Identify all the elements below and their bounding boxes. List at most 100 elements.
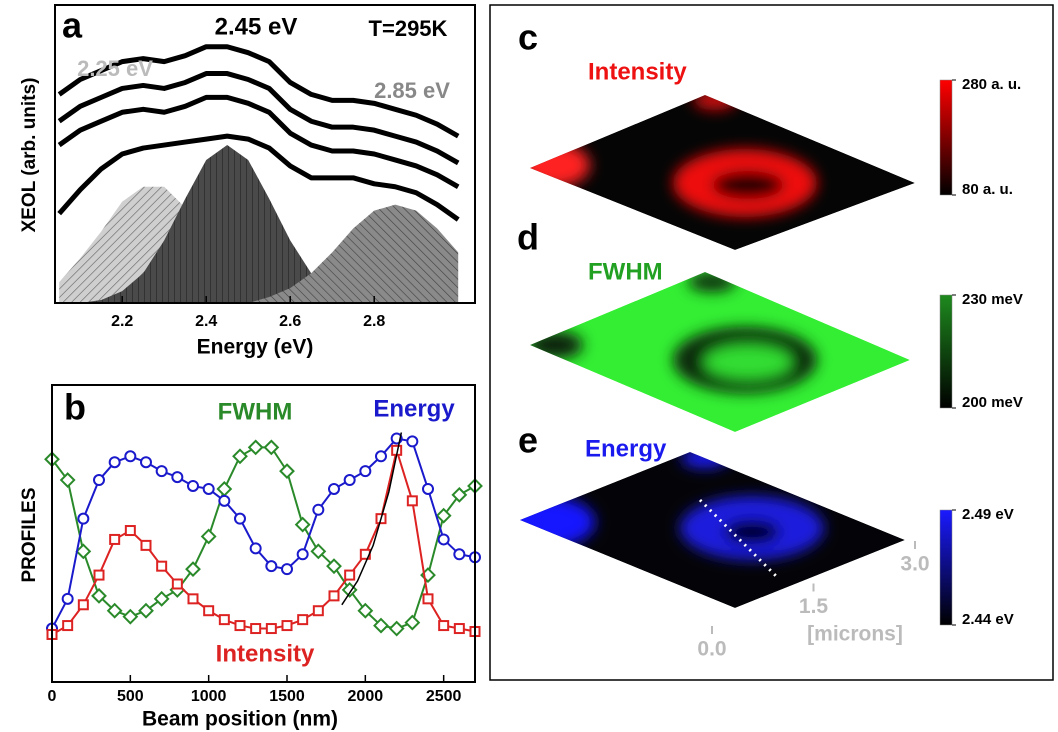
x-tick-label: 2500 bbox=[426, 688, 462, 705]
marker bbox=[376, 451, 386, 461]
marker bbox=[94, 475, 104, 485]
x-tick-label: 1500 bbox=[269, 688, 305, 705]
marker bbox=[423, 484, 433, 494]
series-label: Energy bbox=[373, 395, 455, 422]
annotation: 2.25 eV bbox=[77, 56, 153, 81]
marker bbox=[345, 571, 354, 580]
marker bbox=[157, 562, 166, 571]
marker bbox=[204, 606, 213, 615]
marker bbox=[189, 594, 198, 603]
series-label: Intensity bbox=[216, 640, 315, 667]
marker bbox=[63, 621, 72, 630]
marker bbox=[298, 615, 307, 624]
marker bbox=[188, 481, 198, 491]
axis-tick-label: 0.0 bbox=[697, 638, 726, 661]
marker bbox=[79, 600, 88, 609]
marker bbox=[251, 543, 261, 553]
energy-surface bbox=[495, 448, 905, 608]
marker bbox=[406, 616, 419, 629]
marker bbox=[265, 441, 278, 454]
figure: 2.2 2.4 2.6 2.8 Energy (eV) XEOL (arb. units)… bbox=[0, 0, 1058, 732]
marker bbox=[124, 610, 137, 623]
x-axis-label: Beam position (nm) bbox=[142, 708, 338, 731]
marker bbox=[173, 579, 182, 588]
y-axis-label: XEOL (arb. units) bbox=[19, 78, 40, 233]
marker bbox=[219, 496, 229, 506]
marker bbox=[141, 457, 151, 467]
axis-tick-label: 3.0 bbox=[900, 553, 929, 576]
x-tick-label: 2.2 bbox=[111, 313, 133, 330]
colorbar bbox=[940, 295, 952, 408]
colorbar-label: 2.49 eV bbox=[962, 506, 1014, 523]
marker bbox=[283, 621, 292, 630]
marker bbox=[314, 606, 323, 615]
marker bbox=[330, 591, 339, 600]
marker bbox=[249, 441, 262, 454]
colorbar-label: 230 meV bbox=[962, 291, 1023, 308]
marker bbox=[125, 451, 135, 461]
marker bbox=[110, 535, 119, 544]
marker bbox=[281, 465, 294, 478]
x-tick-label: 2000 bbox=[348, 688, 384, 705]
colorbar-label: 2.44 eV bbox=[962, 611, 1014, 628]
marker bbox=[110, 457, 120, 467]
marker bbox=[220, 615, 229, 624]
panel-letter: a bbox=[62, 5, 83, 46]
map-title: FWHM bbox=[588, 258, 663, 285]
x-tick-label: 500 bbox=[117, 688, 144, 705]
panel-letter: e bbox=[518, 420, 538, 461]
x-tick-label: 2.4 bbox=[195, 313, 217, 330]
annotation: 2.45 eV bbox=[215, 13, 298, 40]
marker bbox=[78, 514, 88, 524]
x-tick-label: 0 bbox=[48, 688, 57, 705]
x-tick-label: 1000 bbox=[191, 688, 227, 705]
marker bbox=[172, 472, 182, 482]
annotation: 2.85 eV bbox=[374, 78, 450, 103]
panel-letter: b bbox=[64, 387, 86, 428]
panel-letter: d bbox=[517, 217, 539, 258]
marker bbox=[439, 621, 448, 630]
marker bbox=[439, 534, 449, 544]
marker bbox=[126, 526, 135, 535]
marker bbox=[424, 594, 433, 603]
axis-label: [microns] bbox=[807, 623, 903, 646]
panel-letter: c bbox=[518, 17, 538, 58]
marker bbox=[202, 530, 215, 543]
map-title: Intensity bbox=[588, 58, 687, 85]
y-axis-label: PROFILES bbox=[19, 487, 40, 582]
marker bbox=[218, 482, 231, 495]
marker bbox=[236, 621, 245, 630]
intensity-surface bbox=[520, 90, 915, 250]
marker bbox=[313, 505, 323, 515]
marker bbox=[329, 484, 339, 494]
marker bbox=[266, 561, 276, 571]
colorbar-label: 80 a. u. bbox=[962, 181, 1013, 198]
axis-tick-label: 1.5 bbox=[799, 595, 829, 618]
marker bbox=[390, 622, 403, 635]
colorbar bbox=[940, 80, 952, 195]
colorbar bbox=[940, 510, 952, 625]
marker bbox=[360, 466, 370, 476]
series-label: FWHM bbox=[218, 398, 293, 425]
marker bbox=[408, 496, 417, 505]
x-tick-label: 2.8 bbox=[363, 313, 385, 330]
marker bbox=[455, 624, 464, 633]
axes-frame bbox=[52, 385, 475, 682]
annotation: T=295K bbox=[369, 16, 448, 41]
marker bbox=[234, 450, 247, 463]
marker bbox=[157, 466, 167, 476]
x-axis-label: Energy (eV) bbox=[197, 336, 314, 359]
marker bbox=[235, 514, 245, 524]
marker bbox=[296, 518, 309, 531]
marker bbox=[345, 475, 355, 485]
marker bbox=[282, 564, 292, 574]
colorbar-label: 200 meV bbox=[962, 394, 1023, 411]
marker bbox=[63, 594, 73, 604]
marker bbox=[407, 436, 417, 446]
map-title: Energy bbox=[585, 435, 667, 462]
marker bbox=[142, 541, 151, 550]
marker bbox=[251, 624, 260, 633]
x-tick-label: 2.6 bbox=[279, 313, 301, 330]
marker bbox=[298, 549, 308, 559]
marker bbox=[267, 624, 276, 633]
